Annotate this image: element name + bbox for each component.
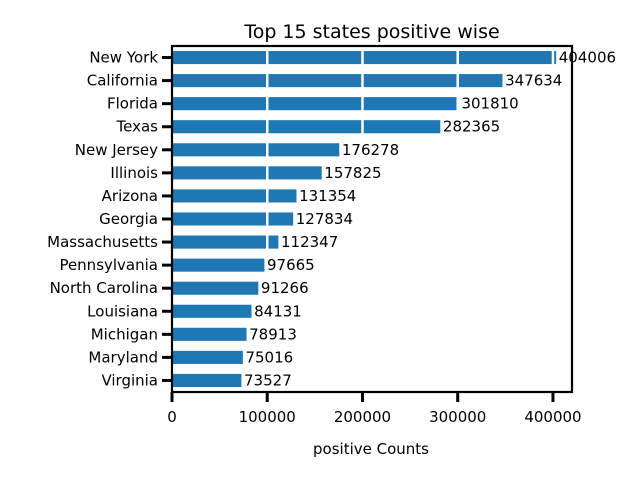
value-label-1: 347634 [505, 72, 562, 90]
bar-6 [171, 188, 298, 204]
chart-title: Top 15 states positive wise [243, 21, 499, 43]
bar-8 [171, 234, 280, 250]
bar-11 [171, 303, 253, 320]
y-tick-label-8: Massachusetts [47, 233, 158, 251]
value-label-9: 97665 [267, 256, 315, 274]
value-label-0: 404006 [559, 49, 616, 67]
x-tick-label-3: 300000 [429, 408, 486, 426]
y-tick-label-2: Florida [107, 95, 158, 113]
bar-14 [171, 372, 243, 389]
value-label-4: 176278 [342, 141, 399, 159]
y-tick-label-11: Louisiana [87, 302, 158, 320]
y-tick-label-14: Virginia [101, 371, 158, 389]
value-label-5: 157825 [324, 164, 381, 182]
y-tick-label-5: Illinois [110, 164, 158, 182]
bar-9 [171, 257, 266, 273]
x-tick-label-4: 400000 [524, 408, 581, 426]
x-tick-label-1: 100000 [239, 408, 296, 426]
y-tick-label-4: New Jersey [75, 141, 158, 159]
plot-frame [170, 44, 574, 394]
bar-12 [171, 326, 248, 343]
y-tick-label-10: North Carolina [50, 279, 158, 297]
value-label-7: 127834 [296, 210, 353, 228]
bar-13 [171, 349, 245, 366]
y-tick-label-3: Texas [116, 118, 159, 136]
bar-1 [171, 72, 504, 89]
bar-3 [171, 118, 442, 135]
y-tick-label-12: Michigan [91, 325, 158, 343]
value-label-14: 73527 [244, 371, 292, 389]
bar-7 [171, 211, 295, 227]
y-tick-label-1: California [87, 72, 158, 90]
value-label-12: 78913 [249, 325, 297, 343]
value-label-11: 84131 [254, 302, 302, 320]
y-tick-label-9: Pennsylvania [59, 256, 158, 274]
y-tick-label-7: Georgia [99, 210, 158, 228]
value-label-2: 301810 [461, 95, 518, 113]
y-tick-label-0: New York [89, 49, 158, 67]
x-axis-label: positive Counts [313, 440, 429, 458]
value-label-13: 75016 [245, 348, 293, 366]
bar-10 [171, 280, 260, 296]
x-tick-label-0: 0 [167, 408, 177, 426]
value-label-8: 112347 [281, 233, 338, 251]
value-label-10: 91266 [261, 279, 309, 297]
x-tick-label-2: 200000 [334, 408, 391, 426]
value-label-6: 131354 [299, 187, 356, 205]
bar-5 [171, 165, 323, 181]
y-tick-label-13: Maryland [88, 348, 158, 366]
bar-2 [171, 95, 461, 112]
value-label-3: 282365 [443, 118, 500, 136]
y-tick-label-6: Arizona [102, 187, 158, 205]
bar-4 [171, 142, 341, 158]
bar-0 [171, 49, 558, 66]
